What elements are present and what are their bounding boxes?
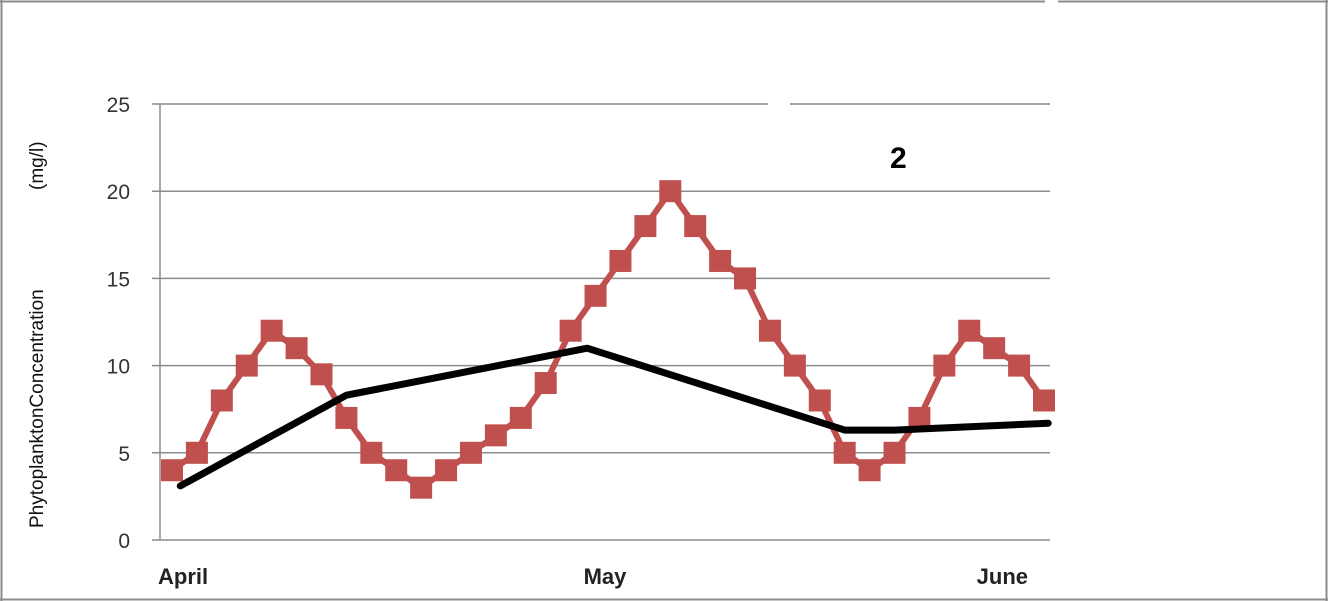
series-red-point bbox=[734, 267, 757, 290]
series-red-point bbox=[335, 406, 358, 429]
y-axis-label: PhytoplanktonConcentration bbox=[27, 289, 48, 528]
series-red-point bbox=[709, 249, 732, 272]
series-red-point bbox=[435, 459, 458, 482]
series-red-point bbox=[609, 249, 632, 272]
series-red-point bbox=[459, 441, 482, 464]
series-layer bbox=[161, 180, 1055, 499]
series-red-point bbox=[958, 319, 981, 342]
series-red-point bbox=[833, 441, 856, 464]
series-red-point bbox=[983, 337, 1006, 360]
series-red-point bbox=[360, 441, 383, 464]
series-red-point bbox=[1033, 389, 1055, 412]
series-red-point bbox=[534, 372, 557, 395]
series-red-point bbox=[858, 459, 881, 482]
series-red-point bbox=[584, 284, 607, 307]
series-black-line bbox=[176, 344, 1052, 490]
series-red-point bbox=[210, 389, 233, 412]
series-red-point bbox=[908, 406, 931, 429]
series-red-point bbox=[285, 337, 308, 360]
series-red-point bbox=[883, 441, 906, 464]
x-tick-labels: April May June bbox=[158, 564, 1028, 589]
series-red-point bbox=[385, 459, 408, 482]
series-red-point bbox=[758, 319, 781, 342]
gridlines bbox=[152, 103, 1050, 454]
y-tick-label: 10 bbox=[107, 356, 130, 379]
series-red-point bbox=[410, 476, 433, 499]
y-tick-label: 25 bbox=[107, 94, 130, 117]
x-tick-label: April bbox=[158, 564, 208, 589]
series-red-point bbox=[1008, 354, 1031, 377]
series-red-point bbox=[783, 354, 806, 377]
chart-annotation: 2 bbox=[890, 142, 907, 175]
x-tick-label: June bbox=[977, 564, 1028, 589]
series-red-point bbox=[161, 459, 183, 482]
axes bbox=[152, 104, 1050, 541]
series-red-point bbox=[659, 180, 682, 203]
y-tick-label: 15 bbox=[107, 268, 130, 291]
series-red-point bbox=[185, 441, 208, 464]
series-red-point bbox=[684, 215, 707, 238]
y-axis-unit-label: (mg/l) bbox=[27, 141, 48, 190]
y-tick-label: 5 bbox=[118, 443, 130, 466]
series-red-point bbox=[310, 363, 333, 386]
series-red-point bbox=[484, 424, 507, 447]
y-tick-label: 0 bbox=[118, 530, 130, 553]
series-red-point bbox=[933, 354, 956, 377]
x-tick-label: May bbox=[584, 564, 628, 589]
series-red-point bbox=[559, 319, 582, 342]
series-red-point bbox=[260, 319, 283, 342]
series-red-point bbox=[634, 215, 657, 238]
series-red-point bbox=[235, 354, 258, 377]
y-tick-labels: 0 5 10 15 20 25 bbox=[107, 94, 130, 553]
series-red-point bbox=[808, 389, 831, 412]
series-red-point bbox=[509, 406, 532, 429]
y-tick-label: 20 bbox=[107, 181, 130, 204]
